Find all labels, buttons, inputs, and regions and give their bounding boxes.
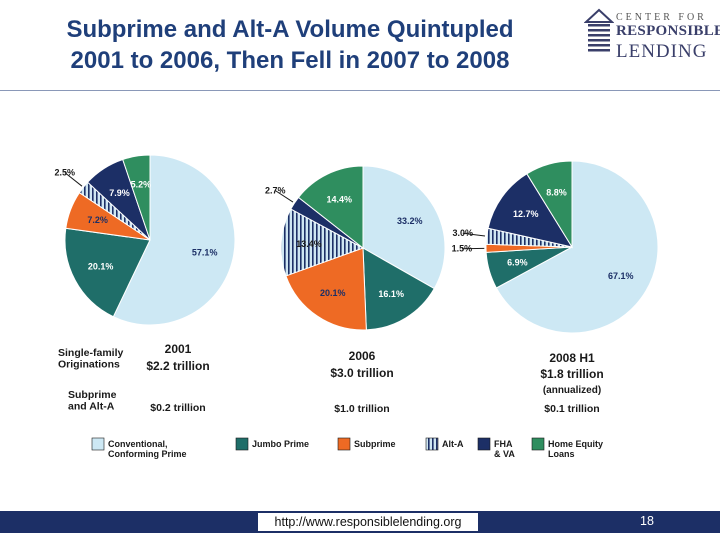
slice-label-subprime: 20.1% [320, 288, 346, 298]
legend-swatch-home_equity [531, 437, 545, 451]
slice-label-home_equity: 14.4% [327, 194, 353, 204]
pie-note: (annualized) [543, 385, 601, 396]
slice-label-conventional: 67.1% [608, 271, 634, 281]
logo-building-icon [584, 8, 614, 52]
logo-line-1: CENTER FOR [616, 12, 707, 23]
slice-label-home_equity: 5.2% [131, 180, 152, 190]
slice-label-fha: 7.9% [109, 188, 130, 198]
title-divider [0, 90, 720, 91]
pie-slice-conventional [495, 160, 659, 334]
pie-slice-subprime [285, 247, 367, 331]
legend-swatch-fha [477, 437, 491, 451]
pie-slice-conventional [362, 165, 446, 290]
legend-label-jumbo: Jumbo Prime [252, 439, 309, 449]
slice-label-home_equity: 8.8% [546, 187, 567, 197]
leader-line-alt_a [462, 232, 486, 237]
legend-swatch-subprime [337, 437, 351, 451]
pie-slice-home_equity [297, 165, 364, 250]
footer-bar: http://www.responsiblelending.org 18 [0, 511, 720, 533]
legend-label-home_equity: Home Equity Loans [548, 439, 603, 459]
legend-swatch-alt_a [425, 437, 439, 451]
pie-slice-home_equity [122, 154, 151, 241]
pie-total: $2.2 trillion [146, 359, 209, 373]
pie-1: 33.2%16.1%20.1%13.4%2.7%14.4% [265, 165, 446, 331]
pie-slice-jumbo [362, 247, 435, 331]
slice-label-jumbo: 20.1% [88, 262, 114, 272]
pie-0: 57.1% 20.1% 7.2% 2.5% 7.9%5.2% [54, 154, 236, 326]
leader-line-fha [274, 190, 294, 203]
logo-line-3: LENDING [616, 41, 708, 62]
pie-slice-fha [487, 173, 574, 248]
pie-charts: 57.1% 20.1% 7.2% 2.5% 7.9%5.2% 2001 $2.2 trill… [54, 154, 659, 459]
logo-line-2: RESPONSIBLE [616, 23, 720, 39]
slice-label-jumbo: 16.1% [378, 289, 404, 299]
title-line-2: 2001 to 2006, Then Fell in 2007 to 2008 [70, 47, 510, 74]
legend-label-subprime: Subprime [354, 439, 396, 449]
pie-slice-alt_a [280, 208, 365, 277]
pie-total: $3.0 trillion [330, 366, 393, 380]
pie-year: 2001 [165, 342, 192, 356]
pie-year: 2008 H1 [549, 351, 595, 365]
pie-slice-home_equity [526, 160, 573, 249]
leader-line-alt_a [64, 172, 83, 187]
footer-url[interactable]: http://www.responsiblelending.org [258, 513, 478, 531]
legend-swatch-conventional [91, 437, 105, 451]
pie-2: 67.1%6.9%1.5%3.0%12.7%8.8% [452, 160, 659, 334]
row-label-subprime-alt-a: Subprime and Alt-A [68, 389, 117, 413]
pie-subprime-alt-a-total: $1.0 trillion [334, 403, 389, 415]
crl-logo: CENTER FOR RESPONSIBLE LENDING [584, 8, 720, 68]
title-line-1: Subprime and Alt-A Volume Quintupled [66, 16, 514, 43]
pie-slice-jumbo [64, 227, 151, 318]
row-label-originations: Single-family Originations [58, 347, 124, 371]
pie-year: 2006 [349, 349, 376, 363]
slice-label-subprime: 7.2% [87, 215, 108, 225]
slice-label-conventional: 57.1% [192, 247, 218, 257]
pie-total: $1.8 trillion [540, 367, 603, 381]
pie-slice-conventional [112, 154, 236, 326]
pie-subprime-alt-a-total: $0.1 trillion [544, 403, 599, 415]
legend-label-conventional: Conventional, Conforming Prime [108, 439, 187, 459]
legend-label-fha: FHA & VA [494, 439, 515, 459]
slice-label-alt_a: 2.5% [54, 168, 75, 178]
legend-label-alt_a: Alt-A [442, 439, 464, 449]
slide-title: Subprime and Alt-A Volume Quintupled 200… [0, 14, 580, 76]
slice-label-alt_a: 13.4% [296, 239, 322, 249]
slice-label-fha: 12.7% [513, 209, 539, 219]
slice-label-conventional: 33.2% [397, 216, 423, 226]
pie-subprime-alt-a-total: $0.2 trillion [150, 402, 205, 414]
page-number: 18 [640, 514, 654, 528]
slice-label-jumbo: 6.9% [507, 258, 528, 268]
legend-swatch-jumbo [235, 437, 249, 451]
